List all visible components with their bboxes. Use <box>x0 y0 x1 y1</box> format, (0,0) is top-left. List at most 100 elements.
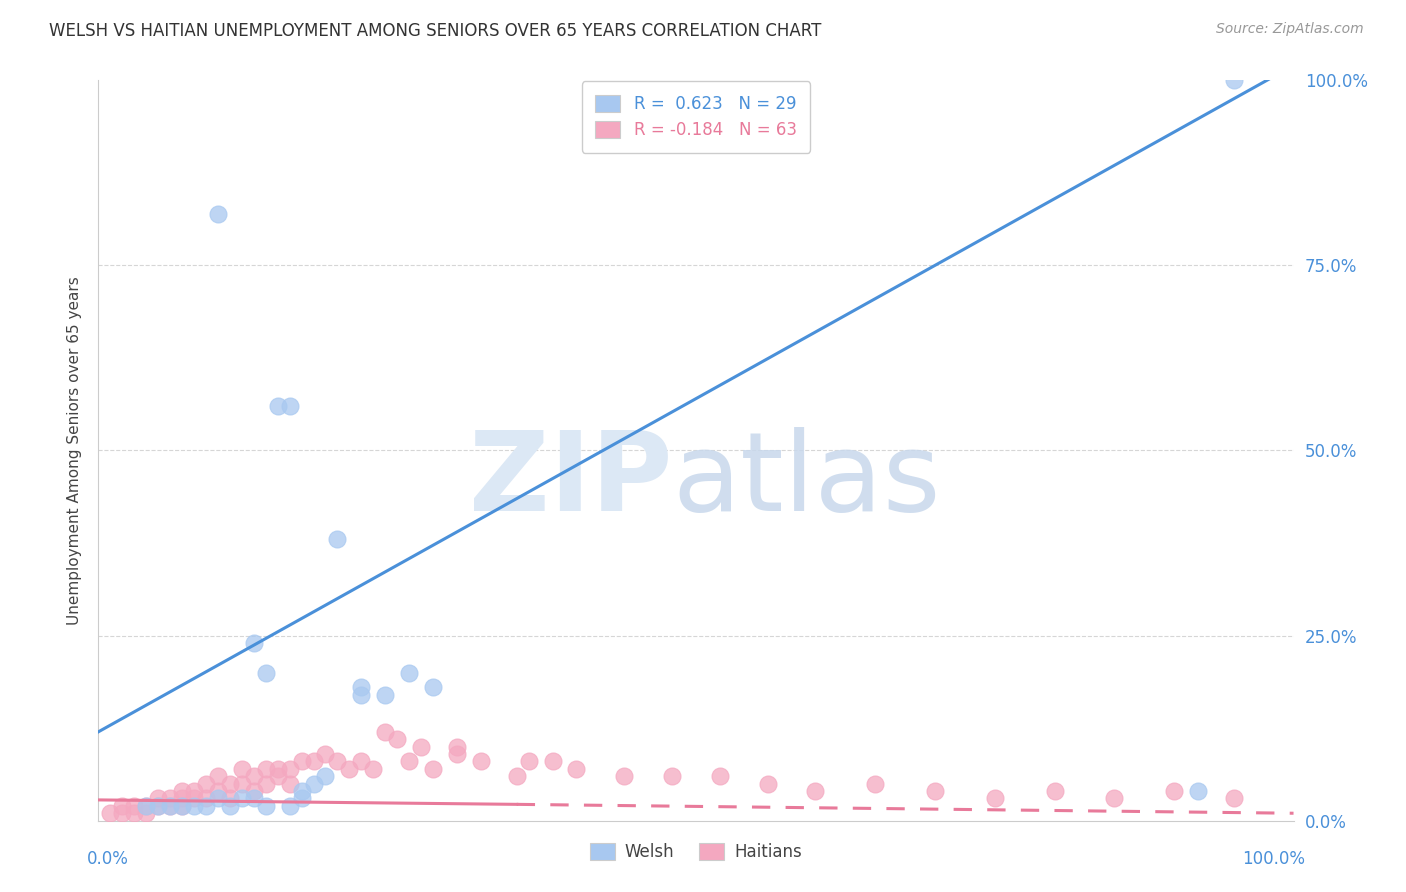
Point <box>231 762 253 776</box>
Point <box>326 533 349 547</box>
Point <box>411 739 433 754</box>
Point <box>804 784 827 798</box>
Point <box>254 776 277 791</box>
Point <box>124 798 146 813</box>
Point <box>446 739 468 754</box>
Point <box>506 769 529 783</box>
Point <box>517 755 540 769</box>
Point <box>231 791 253 805</box>
Point <box>254 665 277 680</box>
Point <box>924 784 946 798</box>
Text: 0.0%: 0.0% <box>87 850 128 868</box>
Point <box>278 776 301 791</box>
Point <box>254 762 277 776</box>
Point <box>291 755 314 769</box>
Point <box>195 798 218 813</box>
Text: WELSH VS HAITIAN UNEMPLOYMENT AMONG SENIORS OVER 65 YEARS CORRELATION CHART: WELSH VS HAITIAN UNEMPLOYMENT AMONG SENI… <box>49 22 821 40</box>
Point <box>267 762 290 776</box>
Point <box>207 769 229 783</box>
Point <box>219 798 242 813</box>
Point <box>398 755 420 769</box>
Point <box>135 806 157 821</box>
Text: atlas: atlas <box>672 426 941 533</box>
Text: 100.0%: 100.0% <box>1243 850 1306 868</box>
Point <box>219 776 242 791</box>
Point <box>183 791 205 805</box>
Point <box>111 806 134 821</box>
Point <box>172 784 194 798</box>
Point <box>219 791 242 805</box>
Point <box>207 206 229 220</box>
Point <box>446 747 468 761</box>
Point <box>243 791 266 805</box>
Point <box>148 791 170 805</box>
Point <box>984 791 1007 805</box>
Point <box>1163 784 1185 798</box>
Point <box>326 755 349 769</box>
Point <box>541 755 564 769</box>
Text: ZIP: ZIP <box>468 426 672 533</box>
Point <box>159 791 181 805</box>
Point <box>350 681 373 695</box>
Point <box>470 755 492 769</box>
Point <box>398 665 420 680</box>
Point <box>278 399 301 413</box>
Point <box>148 798 170 813</box>
Point <box>350 688 373 702</box>
Point <box>291 784 314 798</box>
Point <box>1223 73 1246 87</box>
Point <box>1104 791 1126 805</box>
Point <box>183 798 205 813</box>
Point <box>363 762 385 776</box>
Point <box>756 776 779 791</box>
Point <box>350 755 373 769</box>
Point <box>195 776 218 791</box>
Point <box>315 769 337 783</box>
Point <box>565 762 588 776</box>
Point <box>159 798 181 813</box>
Point <box>148 798 170 813</box>
Point <box>374 688 396 702</box>
Point <box>135 798 157 813</box>
Point <box>254 798 277 813</box>
Point <box>207 784 229 798</box>
Point <box>613 769 636 783</box>
Point <box>865 776 887 791</box>
Point <box>1187 784 1209 798</box>
Point <box>243 769 266 783</box>
Point <box>98 806 122 821</box>
Point <box>124 806 146 821</box>
Point <box>302 755 325 769</box>
Point <box>159 798 181 813</box>
Point <box>661 769 683 783</box>
Point <box>1043 784 1066 798</box>
Point <box>135 798 157 813</box>
Point <box>422 681 444 695</box>
Point <box>278 762 301 776</box>
Point <box>243 636 266 650</box>
Point <box>315 747 337 761</box>
Legend: Welsh, Haitians: Welsh, Haitians <box>583 837 808 868</box>
Y-axis label: Unemployment Among Seniors over 65 years: Unemployment Among Seniors over 65 years <box>67 277 83 624</box>
Text: Source: ZipAtlas.com: Source: ZipAtlas.com <box>1216 22 1364 37</box>
Point <box>422 762 444 776</box>
Point <box>374 724 396 739</box>
Point <box>267 769 290 783</box>
Point <box>195 791 218 805</box>
Point <box>111 798 134 813</box>
Point <box>172 798 194 813</box>
Point <box>291 791 314 805</box>
Point <box>278 798 301 813</box>
Point <box>172 791 194 805</box>
Point <box>231 776 253 791</box>
Point <box>183 784 205 798</box>
Point <box>302 776 325 791</box>
Point <box>243 784 266 798</box>
Point <box>1223 791 1246 805</box>
Point <box>385 732 409 747</box>
Point <box>267 399 290 413</box>
Point <box>207 791 229 805</box>
Point <box>172 798 194 813</box>
Point <box>339 762 361 776</box>
Point <box>709 769 731 783</box>
